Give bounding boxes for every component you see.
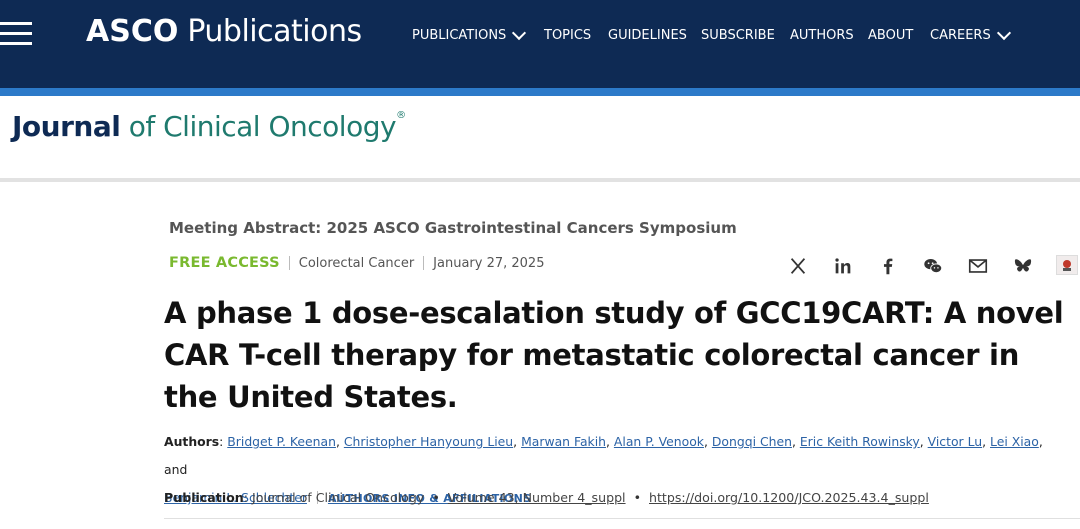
nav-publications[interactable]: PUBLICATIONS (412, 25, 527, 43)
nav-topics[interactable]: TOPICS (544, 28, 592, 43)
asco-publications-logo[interactable]: ASCO Publications (86, 14, 362, 49)
top-navigation-bar: ASCO Publications PUBLICATIONS TOPICS GUI… (0, 0, 1080, 88)
author-link[interactable]: Dongqi Chen (711, 434, 792, 449)
journal-of-clinical-oncology-logo[interactable]: Journal of Clinical Oncology® (12, 110, 406, 143)
nav-subscribe[interactable]: SUBSCRIBE (701, 28, 775, 43)
authors-list: Authors: Bridget P. Keenan, Christopher … (164, 434, 1043, 505)
linkedin-icon[interactable] (831, 254, 855, 278)
accent-divider (0, 88, 1080, 96)
nav-authors[interactable]: AUTHORS (790, 28, 854, 43)
article-title: A phase 1 dose-escalation study of GCC19… (164, 296, 1064, 414)
author-link[interactable]: Lei Xiao (990, 434, 1039, 449)
bullet-separator: • (633, 490, 641, 505)
divider (288, 256, 290, 270)
publication-name: Journal of Clinical Oncology (252, 490, 425, 505)
badge-icon[interactable] (1056, 255, 1078, 275)
author-link[interactable]: Eric Keith Rowinsky (799, 434, 920, 449)
author-link[interactable]: Benjamin L. Schlechter (164, 490, 307, 505)
journal-header: Journal of Clinical Oncology® (0, 96, 1080, 178)
nav-careers[interactable]: CAREERS (930, 25, 1011, 43)
wechat-icon[interactable] (921, 254, 945, 278)
email-icon[interactable] (966, 254, 990, 278)
author-link[interactable]: Alan P. Venook (613, 434, 704, 449)
x-icon[interactable] (786, 254, 810, 278)
publication-info: Publication: Journal of Clinical Oncolog… (164, 490, 929, 505)
divider (316, 491, 318, 504)
author-link[interactable]: Christopher Hanyoung Lieu (343, 434, 514, 449)
publish-date: January 27, 2025 (433, 255, 545, 271)
author-link[interactable]: Marwan Fakih (521, 434, 607, 449)
nav-guidelines[interactable]: GUIDELINES (608, 28, 687, 43)
chevron-down-icon (996, 25, 1011, 41)
free-access-badge: FREE ACCESS (169, 255, 280, 271)
divider (164, 518, 1080, 519)
header-divider (0, 178, 1080, 182)
divider (423, 256, 425, 270)
facebook-icon[interactable] (876, 254, 900, 278)
meeting-abstract-label: Meeting Abstract: 2025 ASCO Gastrointest… (169, 219, 737, 237)
doi-link[interactable]: https://doi.org/10.1200/JCO.2025.43.4_su… (649, 490, 929, 505)
category-label[interactable]: Colorectal Cancer (298, 255, 415, 271)
menu-hamburger-icon[interactable] (0, 22, 32, 46)
author-link[interactable]: Bridget P. Keenan (227, 434, 336, 449)
volume-link[interactable]: Volume 43, Number 4_suppl (447, 490, 626, 505)
nav-about[interactable]: ABOUT (868, 28, 914, 43)
author-link[interactable]: Victor Lu (927, 434, 983, 449)
and-text: and (164, 462, 188, 477)
bluesky-icon[interactable] (1011, 254, 1035, 278)
authors-info-affiliations-link[interactable]: AUTHORS INFO & AFFILIATIONS (327, 492, 532, 505)
chevron-down-icon (512, 25, 527, 41)
article-meta: FREE ACCESS Colorectal Cancer January 27… (169, 255, 544, 271)
bullet-separator: • (432, 490, 440, 505)
